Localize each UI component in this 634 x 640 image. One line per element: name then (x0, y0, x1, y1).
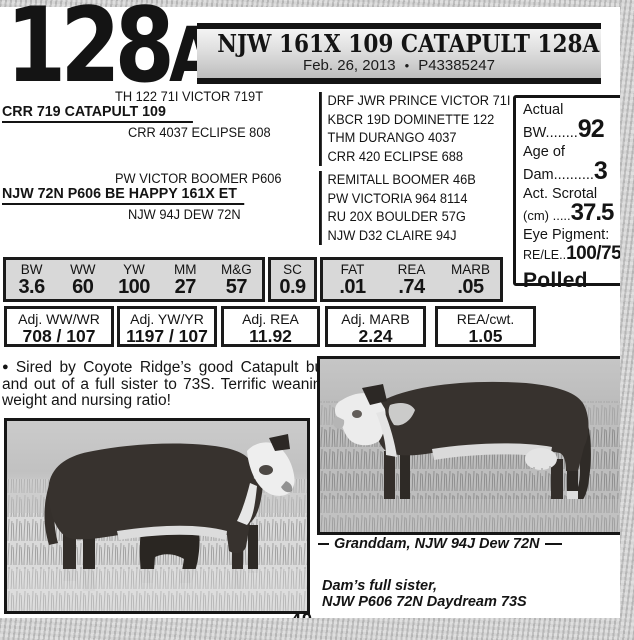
banner-body: NJW 161X 109 CATAPULT 128A Feb. 26, 2013… (197, 29, 601, 78)
stat-label: RE/LE.. (523, 248, 567, 262)
pedigree-dam-name: NJW 72N P606 BE HAPPY 161X ET (2, 185, 245, 205)
pedigree-sire-name: CRR 719 CATAPULT 109 (2, 103, 193, 123)
birthdate-registration: Feb. 26, 2013 • P43385247 (197, 57, 601, 74)
pedigree-dam-sire: PW VICTOR BOOMER P606 (115, 171, 282, 186)
stat-value: 37.5 (570, 199, 615, 226)
photo-granddam (317, 356, 625, 535)
stat-actual-bw: Actual BW........ 92 (523, 102, 615, 143)
epd-cell-bw: BW 3.6 (18, 262, 45, 298)
pedigree-dam-ancestors: REMITALL BOOMER 46B PW VICTORIA 964 8114… (319, 171, 476, 245)
epd-cell-ww: WW 60 (70, 262, 96, 298)
epd-cell-mm: MM 27 (173, 262, 197, 298)
epd-cell-yw: YW 100 (118, 262, 150, 298)
dam-sister-caption-line2: NJW P606 72N Daydream 73S (322, 594, 527, 610)
pedigree-sire-ancestors: DRF JWR PRINCE VICTOR 71I KBCR 19D DOMIN… (319, 92, 510, 166)
lot-number-digits: 128 (6, 0, 175, 106)
adj-yw-yr-cell: Adj. YW/YR 1197 / 107 (117, 306, 217, 347)
epd-growth-table: BW 3.6 WW 60 YW 100 MM 27 M&G 57 (3, 257, 265, 302)
granddam-caption: Granddam, NJW 94J Dew 72N (318, 536, 562, 552)
stat-value: 92 (577, 115, 605, 143)
photo-dam-full-sister (4, 418, 310, 614)
description-text: Sired by Coyote Ridge’s good Catapult bu… (2, 359, 330, 409)
animal-name-title: NJW 161X 109 CATAPULT 128A (217, 29, 600, 58)
epd-carcass-table: FAT .01 REA .74 MARB .05 (320, 257, 503, 302)
ancestor-name: REMITALL BOOMER 46B (327, 172, 476, 187)
banner-top-rule (197, 23, 601, 29)
stat-age-of-dam: Age of Dam.......... 3 (523, 144, 615, 185)
banner-bottom-rule (197, 78, 601, 84)
sale-description: ● Sired by Coyote Ridge’s good Catapult b… (2, 359, 330, 410)
registration-number: P43385247 (418, 57, 495, 74)
polled-label: Polled (523, 269, 588, 292)
caption-rule-right (544, 542, 562, 546)
stat-scrotal: Act. Scrotal (cm) ..... 37.5 (523, 186, 615, 226)
ancestor-name: THM DURANGO 4037 (327, 130, 457, 145)
pedigree-dam-dam: NJW 94J DEW 72N (128, 207, 241, 222)
paper-edge-right (620, 0, 634, 640)
stat-label: BW........ (523, 125, 578, 141)
stat-label: (cm) ..... (523, 208, 571, 223)
stat-label: Age of (523, 144, 565, 160)
adj-ww-wr-cell: Adj. WW/WR 708 / 107 (4, 306, 114, 347)
page-content: 128A NJW 161X 109 CATAPULT 128A Feb. 26,… (0, 0, 625, 630)
epd-cell-fat: FAT .01 (339, 262, 366, 298)
pedigree-sire-dam: CRR 4037 ECLIPSE 808 (128, 125, 271, 140)
epd-cell-mg: M&G 57 (221, 262, 252, 298)
ancestor-name: CRR 420 ECLIPSE 688 (327, 148, 463, 164)
stats-box: Actual BW........ 92 Age of Dam..........… (513, 95, 625, 292)
epd-cell-marb: MARB .05 (450, 262, 490, 298)
adj-marb-cell: Adj. MARB 2.24 (325, 306, 426, 347)
granddam-caption-text: Granddam, NJW 94J Dew 72N (334, 536, 540, 552)
caption-rule-left (318, 542, 329, 546)
lot-number: 128A (6, 0, 218, 99)
cow-photo-illustration (320, 359, 622, 532)
ancestor-name: DRF JWR PRINCE VICTOR 71I (327, 93, 511, 108)
epd-cell-rea: REA .74 (397, 262, 426, 298)
ancestor-name: RU 20X BOULDER 57G (327, 209, 466, 224)
dam-sister-caption: Dam’s full sister, NJW P606 72N Daydream… (322, 578, 527, 610)
paper-edge-top (0, 0, 634, 7)
header-banner: NJW 161X 109 CATAPULT 128A Feb. 26, 2013… (197, 23, 601, 84)
stat-label: Dam.......... (523, 167, 594, 183)
paper-edge-bottom (0, 618, 620, 640)
ancestor-name: PW VICTORIA 964 8114 (327, 190, 468, 206)
epd-sc-table: SC 0.9 (268, 257, 317, 302)
pedigree-sire-sire: TH 122 71I VICTOR 719T (115, 89, 264, 104)
stat-eye-pigment: Eye Pigment: RE/LE.. 100/75 (523, 227, 622, 265)
stat-label: Act. Scrotal (523, 186, 598, 202)
stat-value: 3 (593, 157, 608, 185)
adj-rea-cwt-cell: REA/cwt. 1.05 (435, 306, 536, 347)
bullet-separator: • (404, 58, 410, 73)
stat-value: 100/75 (566, 243, 622, 264)
adj-rea-cell: Adj. REA 11.92 (221, 306, 320, 347)
ancestor-name: NJW D32 CLAIRE 94J (327, 227, 457, 243)
cow-photo-illustration (7, 421, 307, 611)
stat-label: Actual (523, 102, 564, 118)
bullet-icon: ● (2, 361, 12, 373)
stat-label: Eye Pigment: (523, 227, 610, 243)
dam-sister-caption-line1: Dam’s full sister, (322, 578, 437, 594)
epd-cell-sc: SC 0.9 (279, 262, 306, 298)
birth-date: Feb. 26, 2013 (303, 57, 396, 74)
ancestor-name: KBCR 19D DOMINETTE 122 (327, 111, 495, 127)
